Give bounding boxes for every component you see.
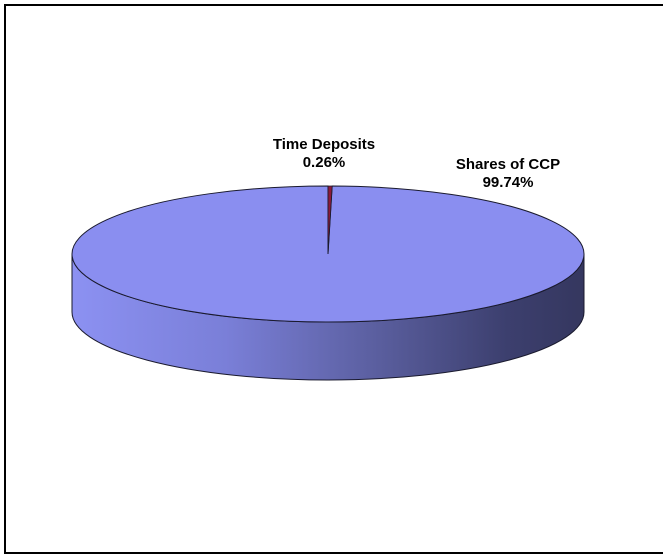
label-time-deposits-percent: 0.26%: [303, 154, 346, 171]
slice-time-deposits: [327, 185, 333, 255]
label-shares-of-ccp-name: Shares of CCP: [456, 156, 560, 173]
label-shares-of-ccp-percent: 99.74%: [483, 174, 534, 191]
label-time-deposits-name: Time Deposits: [273, 136, 375, 153]
